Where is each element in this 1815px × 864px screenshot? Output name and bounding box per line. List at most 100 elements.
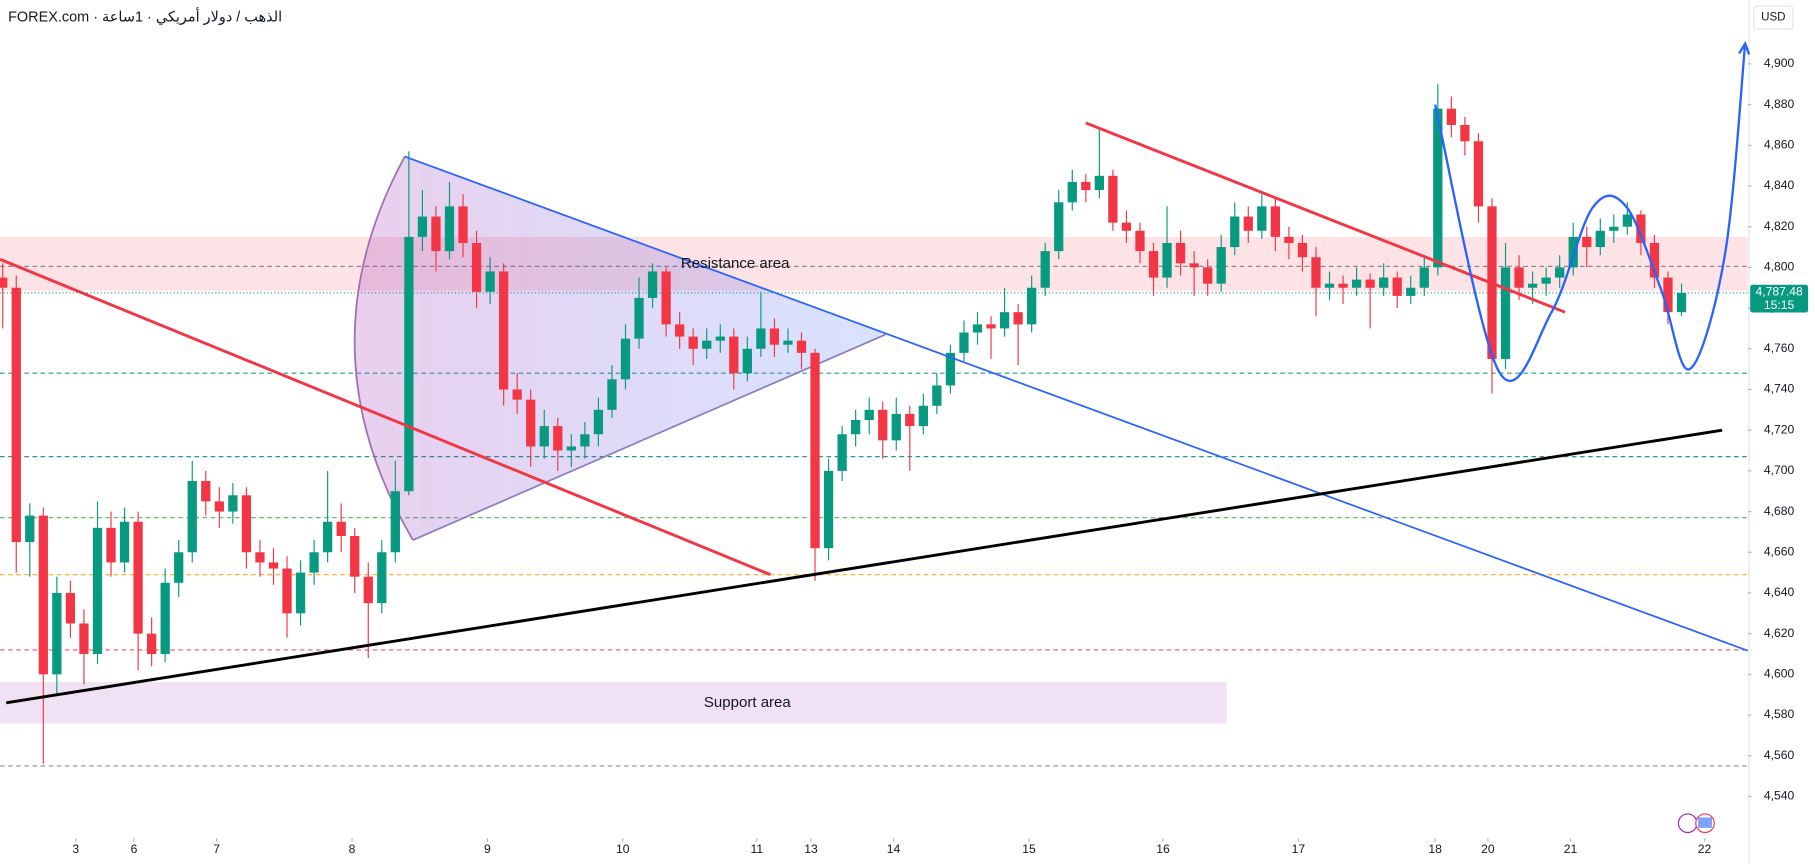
candle-body — [512, 389, 522, 400]
candle-body — [1324, 283, 1335, 288]
x-tick-label: 17 — [1292, 842, 1306, 856]
candle-body — [715, 336, 725, 341]
candle-body — [214, 501, 224, 512]
candle-body — [702, 340, 712, 349]
y-tick-label: 4,760 — [1764, 341, 1795, 355]
candle-body — [918, 405, 928, 427]
plot-area — [0, 43, 1748, 767]
candle-body — [350, 535, 360, 577]
candle-body — [1676, 292, 1687, 313]
candle-body — [1311, 257, 1321, 288]
candle-body — [11, 287, 21, 543]
candle-body — [1013, 312, 1023, 325]
candle-body — [1216, 247, 1226, 284]
candle-body — [1040, 251, 1050, 288]
last-price-label: 4,787.48 — [1755, 284, 1803, 298]
x-tick-label: 6 — [131, 842, 138, 856]
triangle-arc — [353, 156, 414, 541]
candle-body — [485, 271, 495, 292]
candle-body — [1121, 222, 1132, 231]
candle-body — [1446, 108, 1456, 125]
candle-body — [1135, 230, 1145, 252]
candle-body — [783, 340, 793, 345]
x-tick-label: 13 — [804, 842, 818, 856]
projection-path — [1433, 43, 1747, 382]
triangle-pattern — [354, 156, 886, 541]
triangle-lower-edge — [412, 333, 886, 541]
candle-body — [796, 340, 807, 353]
candle-body — [160, 582, 170, 654]
candle-body — [1379, 277, 1389, 288]
candle-body — [905, 413, 915, 427]
candle-body — [458, 206, 468, 243]
currency-label[interactable]: USD — [1761, 12, 1785, 24]
candle-body — [174, 552, 184, 583]
projection-arrowhead — [1738, 40, 1751, 55]
y-tick-label: 4,860 — [1764, 138, 1795, 152]
candle-body — [106, 527, 116, 563]
candle-body — [38, 515, 48, 675]
trendline — [0, 257, 771, 576]
candle-body — [823, 470, 834, 549]
candle-body — [147, 633, 157, 654]
x-tick-label: 18 — [1428, 842, 1442, 856]
candle-body — [593, 409, 604, 435]
candle-body — [1663, 277, 1673, 313]
y-tick-label: 4,900 — [1764, 56, 1795, 70]
candle-body — [1175, 242, 1186, 264]
countdown-label: 15:15 — [1764, 298, 1795, 312]
flag-icon-fill — [1698, 817, 1712, 828]
candle-body — [268, 562, 279, 569]
trendline — [404, 155, 1748, 652]
candle-body — [1148, 251, 1159, 278]
y-tick-label: 4,600 — [1764, 667, 1795, 681]
zone — [0, 236, 1748, 291]
x-tick-label: 22 — [1698, 842, 1712, 856]
candle-body — [729, 336, 739, 374]
candle-body — [431, 216, 441, 252]
candle-body — [959, 332, 969, 353]
candle-body — [1609, 226, 1619, 231]
candle-body — [1649, 242, 1660, 278]
candle-body — [1541, 277, 1551, 284]
candle-body — [52, 592, 62, 675]
candle-body — [607, 379, 617, 410]
candle-body — [323, 521, 333, 553]
x-tick-label: 21 — [1564, 842, 1578, 856]
candle-body — [647, 271, 658, 298]
trendline — [6, 428, 1723, 705]
last-price-box — [1750, 284, 1809, 313]
candle-body — [295, 572, 306, 614]
y-tick-label: 4,840 — [1764, 178, 1795, 192]
candle-body — [1419, 267, 1429, 288]
candle-body — [891, 413, 901, 441]
y-tick-label: 4,660 — [1764, 544, 1795, 558]
candle-body — [1338, 283, 1348, 288]
candle-body — [1460, 124, 1470, 142]
candle-body — [688, 336, 698, 349]
y-tick-label: 4,620 — [1764, 626, 1795, 640]
candle-body — [282, 568, 292, 614]
candle-body — [566, 446, 576, 451]
candle-body — [986, 324, 996, 329]
event-icon[interactable] — [1677, 813, 1698, 834]
y-tick-label: 4,680 — [1764, 504, 1795, 518]
x-tick-label: 8 — [349, 842, 356, 856]
candle-body — [1108, 175, 1118, 223]
candle-body — [1473, 141, 1484, 207]
candle-body — [187, 481, 197, 553]
trendline — [1085, 121, 1566, 314]
candle-body — [1243, 216, 1253, 231]
candle-body — [1284, 236, 1294, 243]
currency-button[interactable] — [1753, 5, 1794, 30]
x-tick-label: 9 — [484, 842, 491, 856]
candle-body — [471, 242, 482, 292]
y-tick-label: 4,740 — [1764, 382, 1795, 396]
candle-body — [1081, 181, 1091, 191]
y-tick-label: 4,560 — [1764, 748, 1795, 762]
candle-body — [864, 409, 874, 421]
x-tick-label: 16 — [1156, 842, 1170, 856]
candle-body — [769, 328, 780, 345]
candle-body — [675, 324, 685, 337]
